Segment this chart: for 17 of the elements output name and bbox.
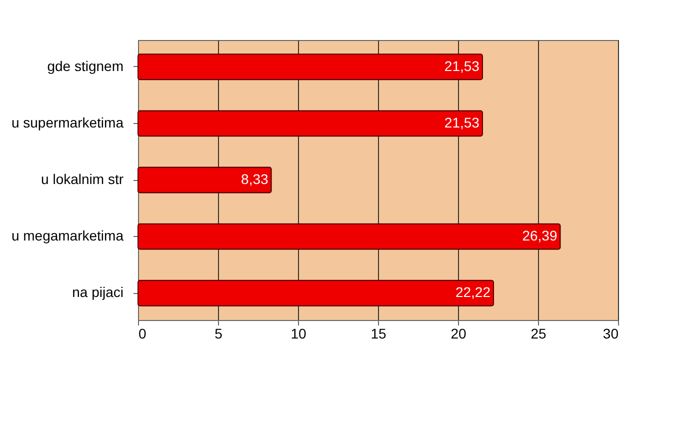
x-tick-label: 0 bbox=[138, 326, 146, 342]
data-label: 21,53 bbox=[444, 58, 480, 74]
data-label: 21,53 bbox=[444, 114, 480, 130]
data-label: 26,39 bbox=[522, 228, 558, 244]
data-label: 22,22 bbox=[455, 284, 491, 300]
x-tick-label: 25 bbox=[530, 326, 546, 342]
y-tick-label: na pijaci bbox=[72, 284, 124, 300]
x-tick-label: 5 bbox=[214, 326, 223, 342]
x-tick-label: 15 bbox=[370, 326, 386, 342]
y-tick-label: gde stignem bbox=[47, 58, 124, 74]
x-tick-label: 30 bbox=[602, 326, 619, 342]
data-label: 8,33 bbox=[241, 171, 268, 187]
x-tick-label: 10 bbox=[290, 326, 306, 342]
y-tick-label: u supermarketima bbox=[11, 114, 124, 130]
x-tick-label: 20 bbox=[450, 326, 466, 342]
y-tick-label: u megamarketima bbox=[11, 228, 124, 244]
y-tick-label: u lokalnim str bbox=[41, 171, 124, 187]
